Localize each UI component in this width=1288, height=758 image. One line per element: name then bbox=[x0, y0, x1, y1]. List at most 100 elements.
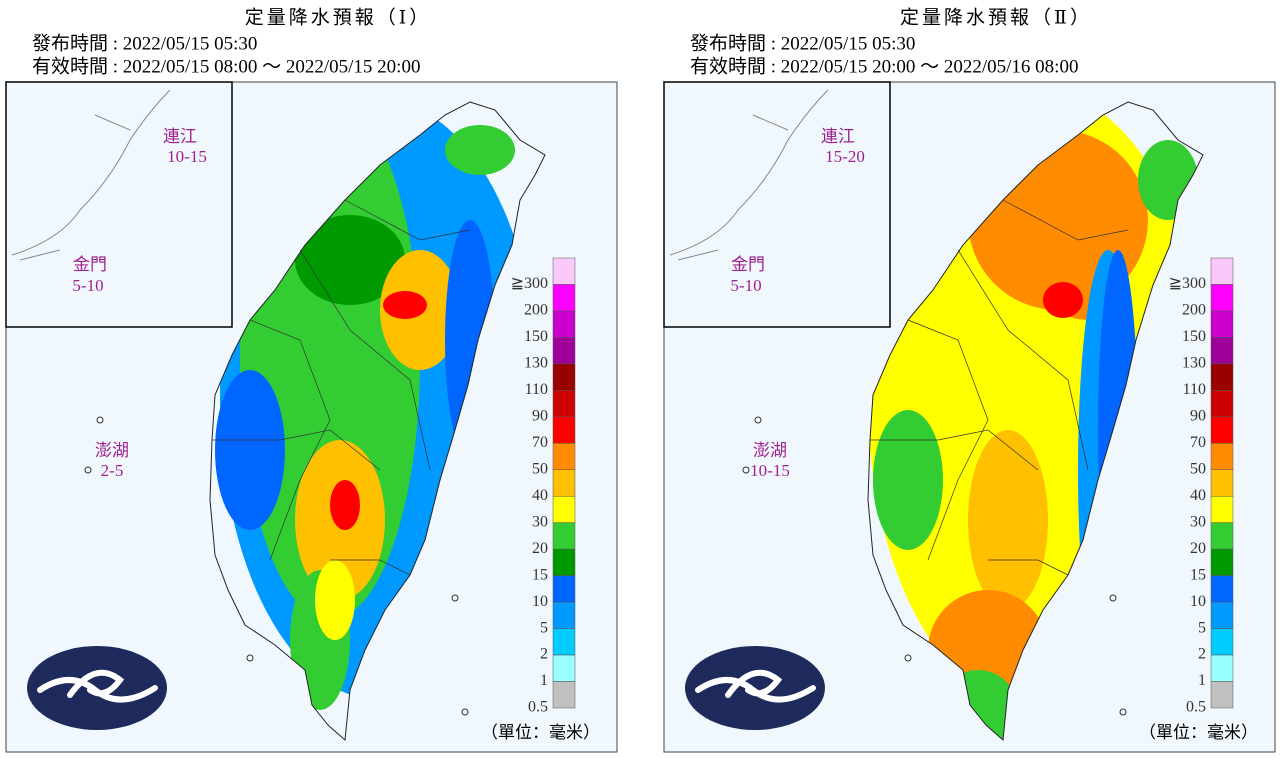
legend-swatch bbox=[552, 522, 576, 550]
legend-swatch bbox=[552, 628, 576, 656]
legend-swatch bbox=[1210, 681, 1234, 709]
legend-label: ≧300 bbox=[511, 275, 548, 292]
legend-swatch bbox=[1210, 654, 1234, 682]
legend-label: 1 bbox=[1198, 672, 1206, 689]
legend-label: 20 bbox=[1190, 540, 1206, 557]
legend-swatch bbox=[552, 390, 576, 418]
island-range: 5-10 bbox=[730, 276, 761, 295]
legend-label: 150 bbox=[524, 328, 548, 345]
legend-swatch bbox=[1210, 575, 1234, 603]
legend-swatch bbox=[1210, 495, 1234, 523]
legend-label: 0.5 bbox=[1186, 699, 1206, 716]
island-name: 金門 bbox=[731, 255, 765, 274]
rain-area bbox=[383, 291, 427, 319]
legend-label: 200 bbox=[1182, 302, 1206, 319]
legend-label: 130 bbox=[1182, 355, 1206, 372]
legend-swatch bbox=[552, 548, 576, 576]
islet bbox=[96, 416, 104, 424]
legend-swatch bbox=[552, 495, 576, 523]
rain-area bbox=[295, 215, 405, 305]
legend-label: 30 bbox=[532, 513, 548, 530]
legend-swatch bbox=[1210, 284, 1234, 312]
island-name: 澎湖 bbox=[753, 441, 787, 460]
legend-swatch bbox=[1210, 416, 1234, 444]
rain-area bbox=[445, 125, 515, 175]
island-name: 連江 bbox=[163, 127, 197, 146]
legend-swatch bbox=[1210, 310, 1234, 338]
island-range: 5-10 bbox=[72, 276, 103, 295]
legend-label: 1 bbox=[540, 672, 548, 689]
legend-swatch bbox=[552, 681, 576, 709]
legend-swatch bbox=[552, 575, 576, 603]
islet bbox=[904, 654, 912, 662]
rain-field bbox=[215, 102, 540, 710]
legend-label: 70 bbox=[1190, 434, 1206, 451]
legend-swatch bbox=[552, 257, 576, 285]
legend-label: 2 bbox=[1198, 646, 1206, 663]
islet bbox=[754, 416, 762, 424]
legend-swatch bbox=[552, 337, 576, 365]
islet bbox=[84, 466, 92, 474]
legend-swatch bbox=[552, 310, 576, 338]
island-name: 連江 bbox=[821, 127, 855, 146]
legend-label: 150 bbox=[1182, 328, 1206, 345]
legend-swatch bbox=[552, 443, 576, 471]
legend-swatch bbox=[552, 601, 576, 629]
island-range: 2-5 bbox=[101, 461, 124, 480]
legend-label: 90 bbox=[532, 407, 548, 424]
legend-label: 70 bbox=[532, 434, 548, 451]
legend-swatch bbox=[552, 654, 576, 682]
rain-area bbox=[968, 430, 1048, 610]
legend-swatch bbox=[1210, 257, 1234, 285]
rain-area bbox=[330, 480, 360, 530]
legend-swatch bbox=[1210, 337, 1234, 365]
legend-swatch bbox=[1210, 363, 1234, 391]
legend-label: 10 bbox=[1190, 593, 1206, 610]
legend-swatch bbox=[1210, 628, 1234, 656]
island-name: 澎湖 bbox=[95, 441, 129, 460]
county-borders bbox=[870, 199, 1129, 576]
islet bbox=[742, 466, 750, 474]
legend-label: 50 bbox=[532, 460, 548, 477]
legend-swatch bbox=[1210, 443, 1234, 471]
legend-swatch bbox=[1210, 469, 1234, 497]
island-name: 金門 bbox=[73, 255, 107, 274]
logo-swirl bbox=[37, 669, 158, 703]
panel-title: 定量降水預報（Ⅰ） bbox=[245, 6, 432, 28]
legend-label: 0.5 bbox=[528, 699, 548, 716]
legend-label: 20 bbox=[532, 540, 548, 557]
legend-label: 110 bbox=[1183, 381, 1206, 398]
legend-swatch bbox=[552, 416, 576, 444]
legend-swatch bbox=[552, 363, 576, 391]
valid-time: 有效時間 : 2022/05/15 20:00 ～ 2022/05/16 08:… bbox=[690, 55, 1078, 77]
legend-label: 15 bbox=[1190, 566, 1206, 583]
legend-label: 10 bbox=[532, 593, 548, 610]
islet bbox=[461, 708, 469, 716]
legend-label: 110 bbox=[525, 381, 548, 398]
legend-label: 40 bbox=[532, 487, 548, 504]
taiwan-outline bbox=[867, 101, 1204, 742]
issue-time: 發布時間 : 2022/05/15 05:30 bbox=[32, 32, 257, 54]
legend-swatch bbox=[552, 469, 576, 497]
islet bbox=[1109, 594, 1117, 602]
rain-area bbox=[1043, 282, 1083, 318]
island-range: 15-20 bbox=[825, 147, 865, 166]
logo-swirl bbox=[695, 669, 816, 703]
legend-label: 30 bbox=[1190, 513, 1206, 530]
valid-time: 有效時間 : 2022/05/15 08:00 ～ 2022/05/15 20:… bbox=[32, 55, 420, 77]
rain-area bbox=[215, 370, 285, 530]
coastline bbox=[11, 89, 171, 261]
legend-label: 50 bbox=[1190, 460, 1206, 477]
rain-area bbox=[315, 560, 355, 640]
legend-label: 90 bbox=[1190, 407, 1206, 424]
legend-swatch bbox=[552, 284, 576, 312]
legend-swatch bbox=[1210, 548, 1234, 576]
island-range: 10-15 bbox=[167, 147, 207, 166]
county-borders bbox=[212, 199, 471, 576]
coastline bbox=[669, 89, 829, 261]
legend-swatch bbox=[1210, 390, 1234, 418]
inset-frame bbox=[5, 81, 233, 328]
legend-label: 5 bbox=[1198, 619, 1206, 636]
